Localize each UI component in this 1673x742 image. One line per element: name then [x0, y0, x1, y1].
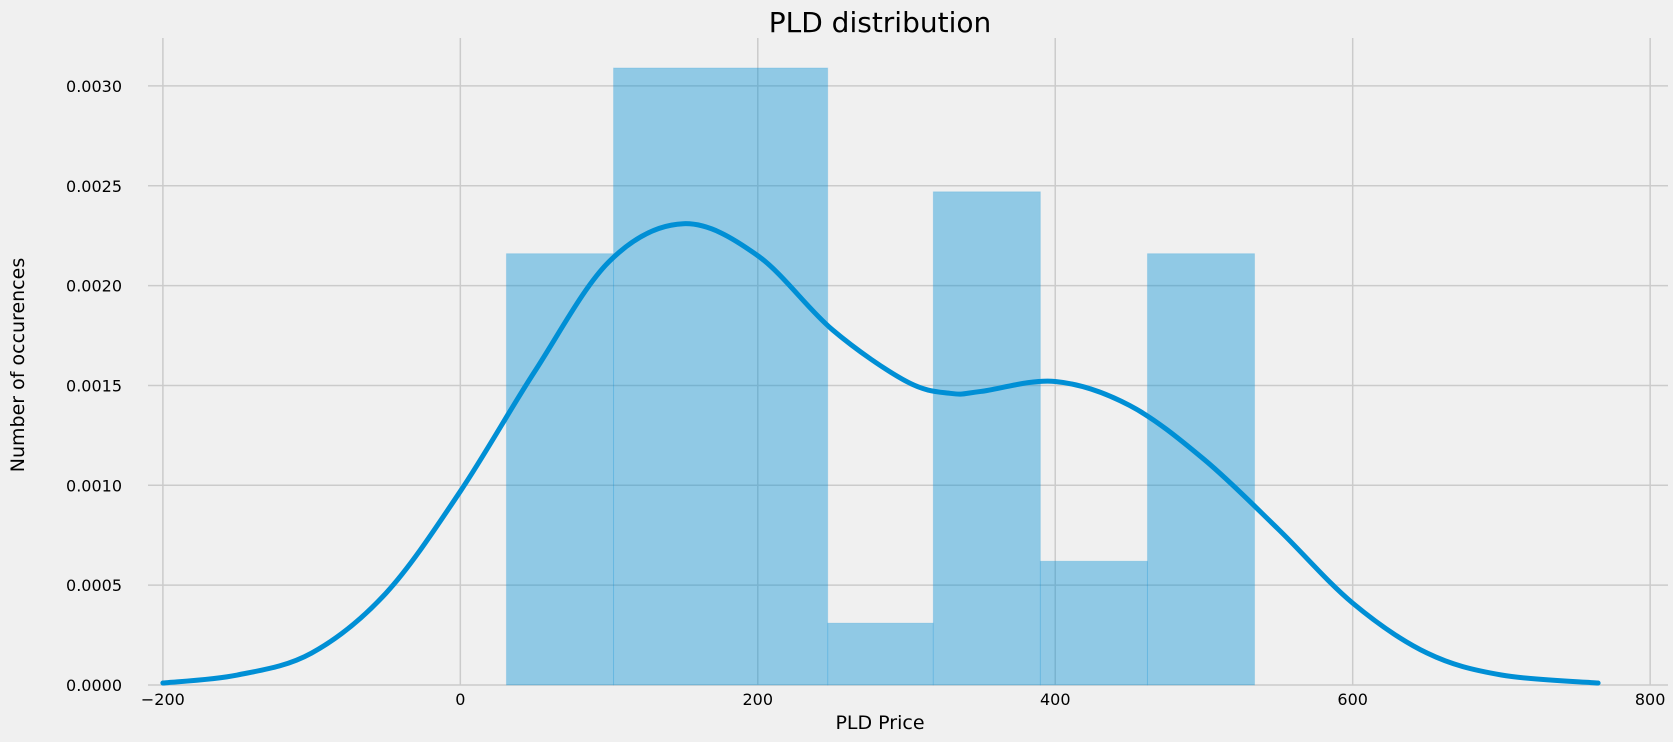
- x-tick-label: −200: [141, 690, 185, 709]
- x-axis-label: PLD Price: [835, 712, 924, 734]
- y-tick-labels: 0.0000 0.0005 0.0010 0.0015 0.0020 0.0025 0.00…: [66, 77, 122, 695]
- histogram-bar: [827, 622, 934, 686]
- x-tick-label: 800: [1635, 690, 1666, 709]
- y-tick-label: 0.0000: [66, 676, 122, 695]
- y-tick-label: 0.0025: [66, 177, 122, 196]
- y-tick-label: 0.0010: [66, 476, 122, 495]
- histogram-bars: [505, 67, 1256, 686]
- x-tick-label: 0: [455, 690, 465, 709]
- y-tick-label: 0.0015: [66, 376, 122, 395]
- kde-line: [160, 221, 1601, 686]
- y-tick-label: 0.0030: [66, 77, 122, 96]
- y-axis-label: Number of occurences: [7, 258, 29, 472]
- chart-title: PLD distribution: [769, 6, 992, 39]
- histogram-bar: [613, 67, 829, 686]
- x-tick-labels: −200 0 200 400 600 800: [141, 690, 1666, 709]
- histogram-bar: [1039, 560, 1148, 686]
- histogram-bar: [505, 253, 615, 686]
- grid: [148, 38, 1668, 686]
- histogram-bar: [932, 191, 1041, 686]
- histogram-bar: [1146, 253, 1256, 686]
- x-tick-label: 200: [743, 690, 774, 709]
- y-tick-label: 0.0005: [66, 576, 122, 595]
- x-tick-label: 600: [1337, 690, 1368, 709]
- y-tick-label: 0.0020: [66, 277, 122, 296]
- x-tick-label: 400: [1040, 690, 1071, 709]
